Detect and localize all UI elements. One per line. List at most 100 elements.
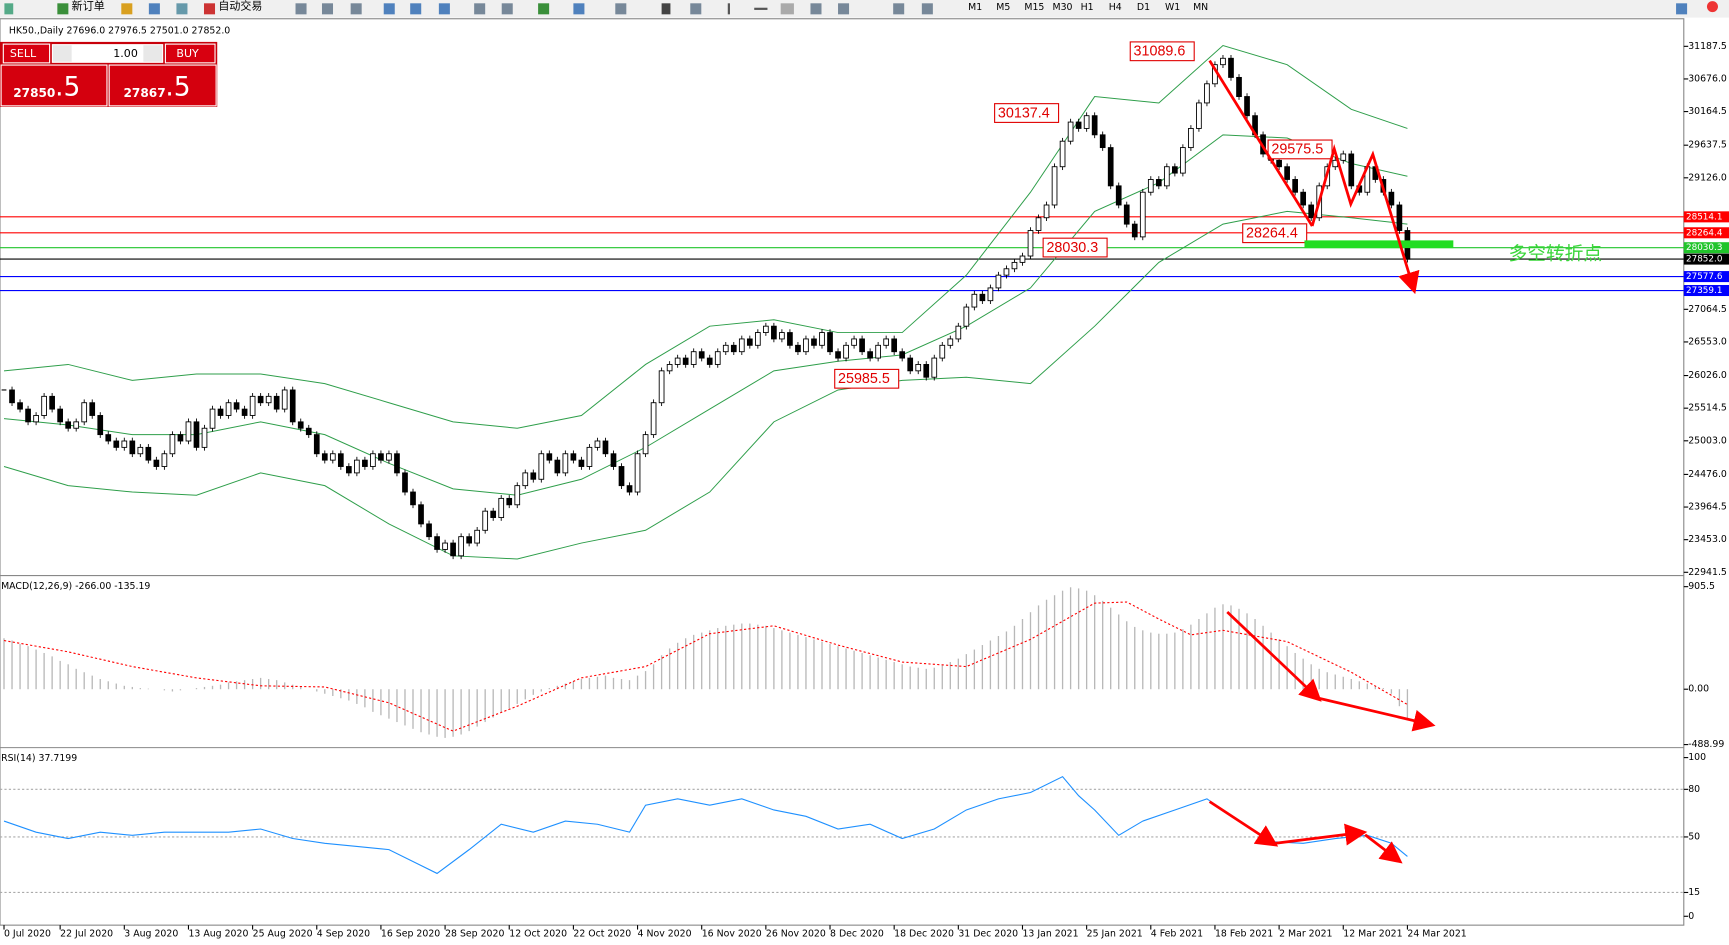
candle <box>1244 96 1250 117</box>
annotation: 30137.4 <box>998 105 1050 121</box>
candle <box>474 529 481 544</box>
candle <box>33 415 39 423</box>
candle <box>265 395 272 404</box>
candle <box>907 357 914 372</box>
candle <box>201 427 208 448</box>
candle <box>763 325 769 334</box>
timeframe[interactable]: M5 <box>996 2 1010 13</box>
candle <box>1035 217 1042 231</box>
candle <box>859 338 865 353</box>
candle <box>1003 268 1010 276</box>
candle <box>1300 191 1307 206</box>
candle <box>394 453 400 474</box>
candle <box>1051 166 1058 206</box>
candle <box>1043 204 1050 219</box>
candle <box>185 421 192 442</box>
sell-price[interactable]: 27850 <box>13 86 55 100</box>
timeframe[interactable]: W1 <box>1165 2 1180 13</box>
candle <box>883 338 889 346</box>
candle <box>1155 179 1162 187</box>
candle <box>771 325 777 340</box>
buy-label[interactable]: BUY <box>176 47 199 60</box>
timeframe[interactable]: M15 <box>1024 2 1044 13</box>
candle <box>153 459 160 467</box>
y-tick-label: 30676.0 <box>1688 73 1727 84</box>
lots[interactable]: 1.00 <box>113 47 138 60</box>
candle <box>803 338 809 353</box>
level-tag <box>1683 227 1729 239</box>
y-tick-label: 27064.5 <box>1688 304 1727 315</box>
toolbar-button[interactable]: 自动交易 <box>218 0 262 13</box>
timeframe[interactable]: H1 <box>1081 2 1094 13</box>
candle <box>273 395 280 410</box>
bollinger-lower <box>3 210 1408 560</box>
candle <box>1388 191 1395 206</box>
timeframe[interactable]: M30 <box>1053 2 1073 13</box>
x-tick-label: 16 Nov 2020 <box>702 928 762 939</box>
candle <box>554 459 561 474</box>
candle <box>177 434 184 442</box>
candle <box>25 408 31 423</box>
candle <box>1188 128 1194 149</box>
timeframe[interactable]: H4 <box>1109 2 1122 13</box>
candle <box>674 357 681 365</box>
candle <box>329 453 336 461</box>
level-label: 27577.6 <box>1686 272 1723 282</box>
candle <box>875 344 881 359</box>
candle <box>169 434 176 455</box>
candle <box>161 453 168 467</box>
timeframe[interactable]: M1 <box>968 2 982 13</box>
level-tag <box>1683 211 1729 223</box>
timeframe[interactable]: D1 <box>1137 2 1150 13</box>
candle <box>1107 147 1114 187</box>
candle <box>923 364 930 378</box>
sell-label[interactable]: SELL <box>10 47 37 60</box>
x-tick-label: 24 Mar 2021 <box>1407 928 1466 939</box>
sell-button[interactable] <box>2 43 51 64</box>
timeframe[interactable]: MN <box>1193 2 1208 13</box>
x-tick-label: 3 Aug 2020 <box>124 928 178 939</box>
x-tick-label: 4 Sep 2020 <box>317 928 370 939</box>
candle <box>1220 57 1226 66</box>
candle <box>402 472 408 493</box>
candle <box>410 491 416 506</box>
lots-input[interactable] <box>51 44 164 63</box>
candle <box>354 459 360 474</box>
buy-button[interactable] <box>164 43 216 64</box>
candle <box>514 485 521 506</box>
candle <box>490 510 497 518</box>
candle <box>650 402 657 436</box>
x-tick-label: 26 Nov 2020 <box>766 928 826 939</box>
candle <box>698 351 705 359</box>
x-tick-label: 4 Feb 2021 <box>1151 928 1203 939</box>
x-tick-label: 13 Aug 2020 <box>188 928 248 939</box>
x-tick-label: 18 Feb 2021 <box>1215 928 1273 939</box>
candle <box>666 364 673 372</box>
y-tick-label: 80 <box>1688 784 1700 795</box>
annotation: 多空转折点 <box>1508 244 1602 265</box>
candle <box>730 344 737 353</box>
candle <box>754 332 761 346</box>
buy-price-last[interactable]: .5 <box>165 72 190 103</box>
candle <box>370 453 376 467</box>
y-tick-label: -488.99 <box>1688 739 1724 750</box>
y-tick-label: 29637.5 <box>1688 140 1727 151</box>
timeframes: M1 M5 M15 M30 H1 H4 D1 W1 MN <box>968 2 1208 13</box>
x-tick-label: 12 Oct 2020 <box>509 928 567 939</box>
annotation: 31089.6 <box>1134 44 1186 60</box>
candle <box>1027 230 1034 257</box>
candle <box>217 408 224 416</box>
level-label: 27359.1 <box>1686 286 1722 296</box>
sell-price-last[interactable]: .5 <box>55 72 80 103</box>
candle <box>498 497 505 518</box>
buy-price[interactable]: 27867 <box>124 86 166 100</box>
toolbar-button[interactable]: 新订单 <box>72 0 105 13</box>
candle <box>787 332 793 346</box>
candle <box>602 440 609 455</box>
candle <box>313 434 320 455</box>
candle <box>963 306 970 327</box>
x-tick-label: 22 Jul 2020 <box>60 928 113 939</box>
candle <box>658 370 665 404</box>
candle <box>827 332 833 353</box>
candle <box>642 434 649 455</box>
